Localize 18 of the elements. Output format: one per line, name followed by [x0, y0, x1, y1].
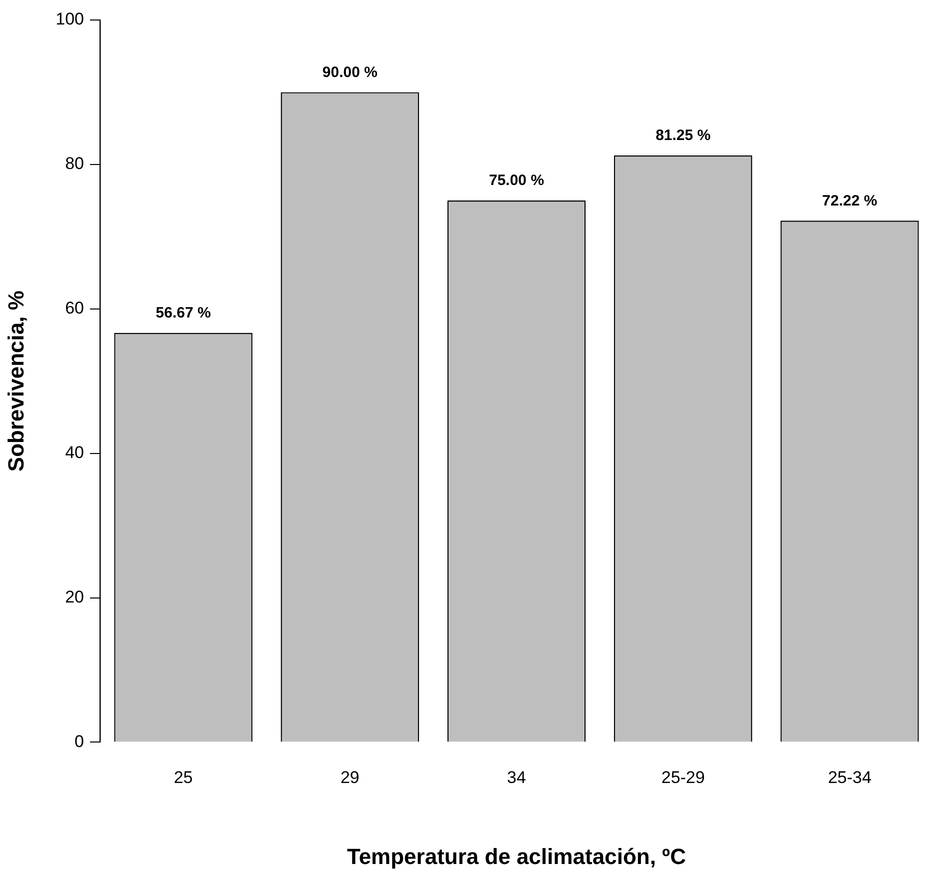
x-tick-label: 29 [340, 768, 360, 788]
y-tick-label: 0 [74, 732, 84, 751]
y-tick-label: 60 [65, 298, 84, 318]
y-tick-label: 40 [65, 443, 84, 462]
data-label: 72.22 % [822, 192, 878, 210]
data-label: 56.67 % [156, 304, 211, 322]
y-tick-label: 100 [56, 10, 84, 29]
x-tick-label: 25 [174, 768, 193, 788]
x-tick-label: 25-29 [661, 768, 705, 788]
data-label: 81.25 % [656, 127, 711, 144]
y-axis-title: Sobrevivencia, % [3, 290, 28, 472]
x-tick-label: 25-34 [828, 768, 872, 788]
x-axis-title: Temperatura de aclimatación, ºC [347, 844, 686, 869]
y-tick-label: 80 [65, 154, 84, 174]
data-label: 90.00 % [322, 64, 378, 81]
data-label: 75.00 % [488, 172, 544, 190]
x-tick-label: 34 [507, 768, 526, 788]
y-tick-label: 20 [65, 587, 84, 606]
